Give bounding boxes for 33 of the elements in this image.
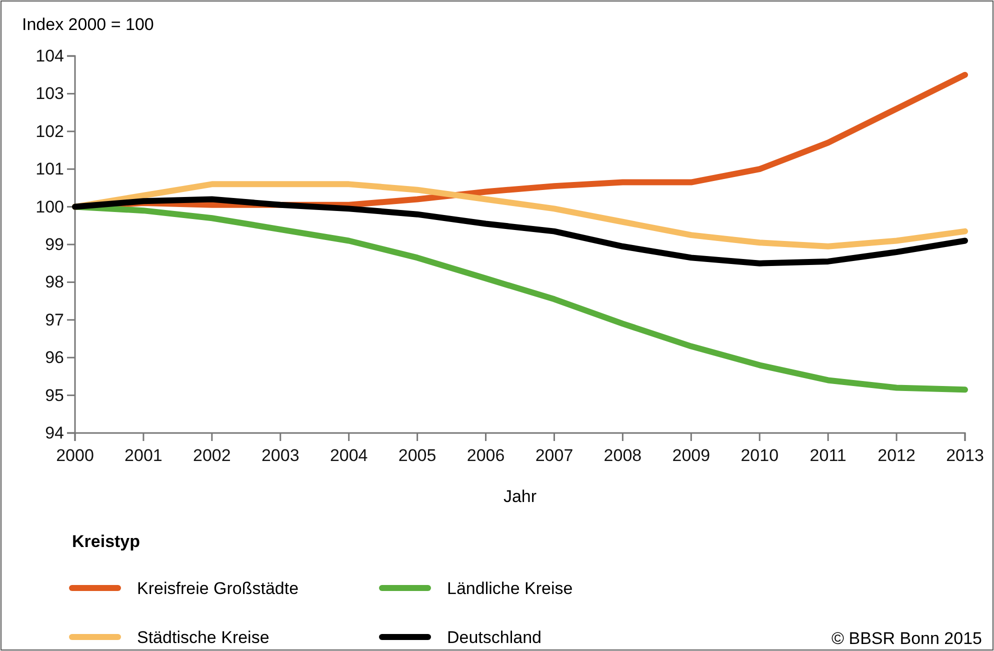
x-tick-label: 2005 [398,446,436,465]
y-tick-label: 98 [45,272,64,292]
x-tick-label: 2004 [330,446,368,465]
y-tick-label: 96 [45,348,64,368]
y-tick-label: 94 [45,423,64,442]
y-tick-label: 99 [45,234,64,254]
x-tick-label: 2006 [466,446,505,465]
y-tick-label: 100 [36,197,64,216]
y-tick-label: 103 [36,84,64,104]
y-tick-label: 101 [36,160,64,179]
x-tick-label: 2003 [261,446,300,465]
x-tick-label: 2000 [56,446,94,465]
legend-label: Ländliche Kreise [447,579,573,598]
x-tick-label: 2013 [946,446,984,465]
legend-label: Städtische Kreise [137,628,270,647]
x-tick-label: 2002 [193,446,231,465]
legend-label: Deutschland [447,628,542,647]
x-tick-label: 2001 [124,446,162,465]
x-axis-title: Jahr [503,487,537,506]
y-axis-title: Index 2000 = 100 [22,15,154,34]
y-tick-label: 102 [36,122,64,141]
x-tick-label: 2008 [604,446,642,465]
y-tick-label: 97 [45,310,64,330]
x-tick-label: 2009 [672,446,710,465]
x-tick-label: 2007 [535,446,574,465]
y-tick-label: 95 [45,386,64,405]
y-tick-label: 104 [36,46,64,66]
legend-title: Kreistyp [72,532,140,551]
text: © BBSR Bonn 2015 [831,629,982,648]
x-tick-label: 2010 [740,446,779,465]
x-tick-label: 2012 [878,446,916,465]
legend-label: Kreisfreie Großstädte [137,579,299,598]
x-tick-label: 2011 [810,446,846,465]
